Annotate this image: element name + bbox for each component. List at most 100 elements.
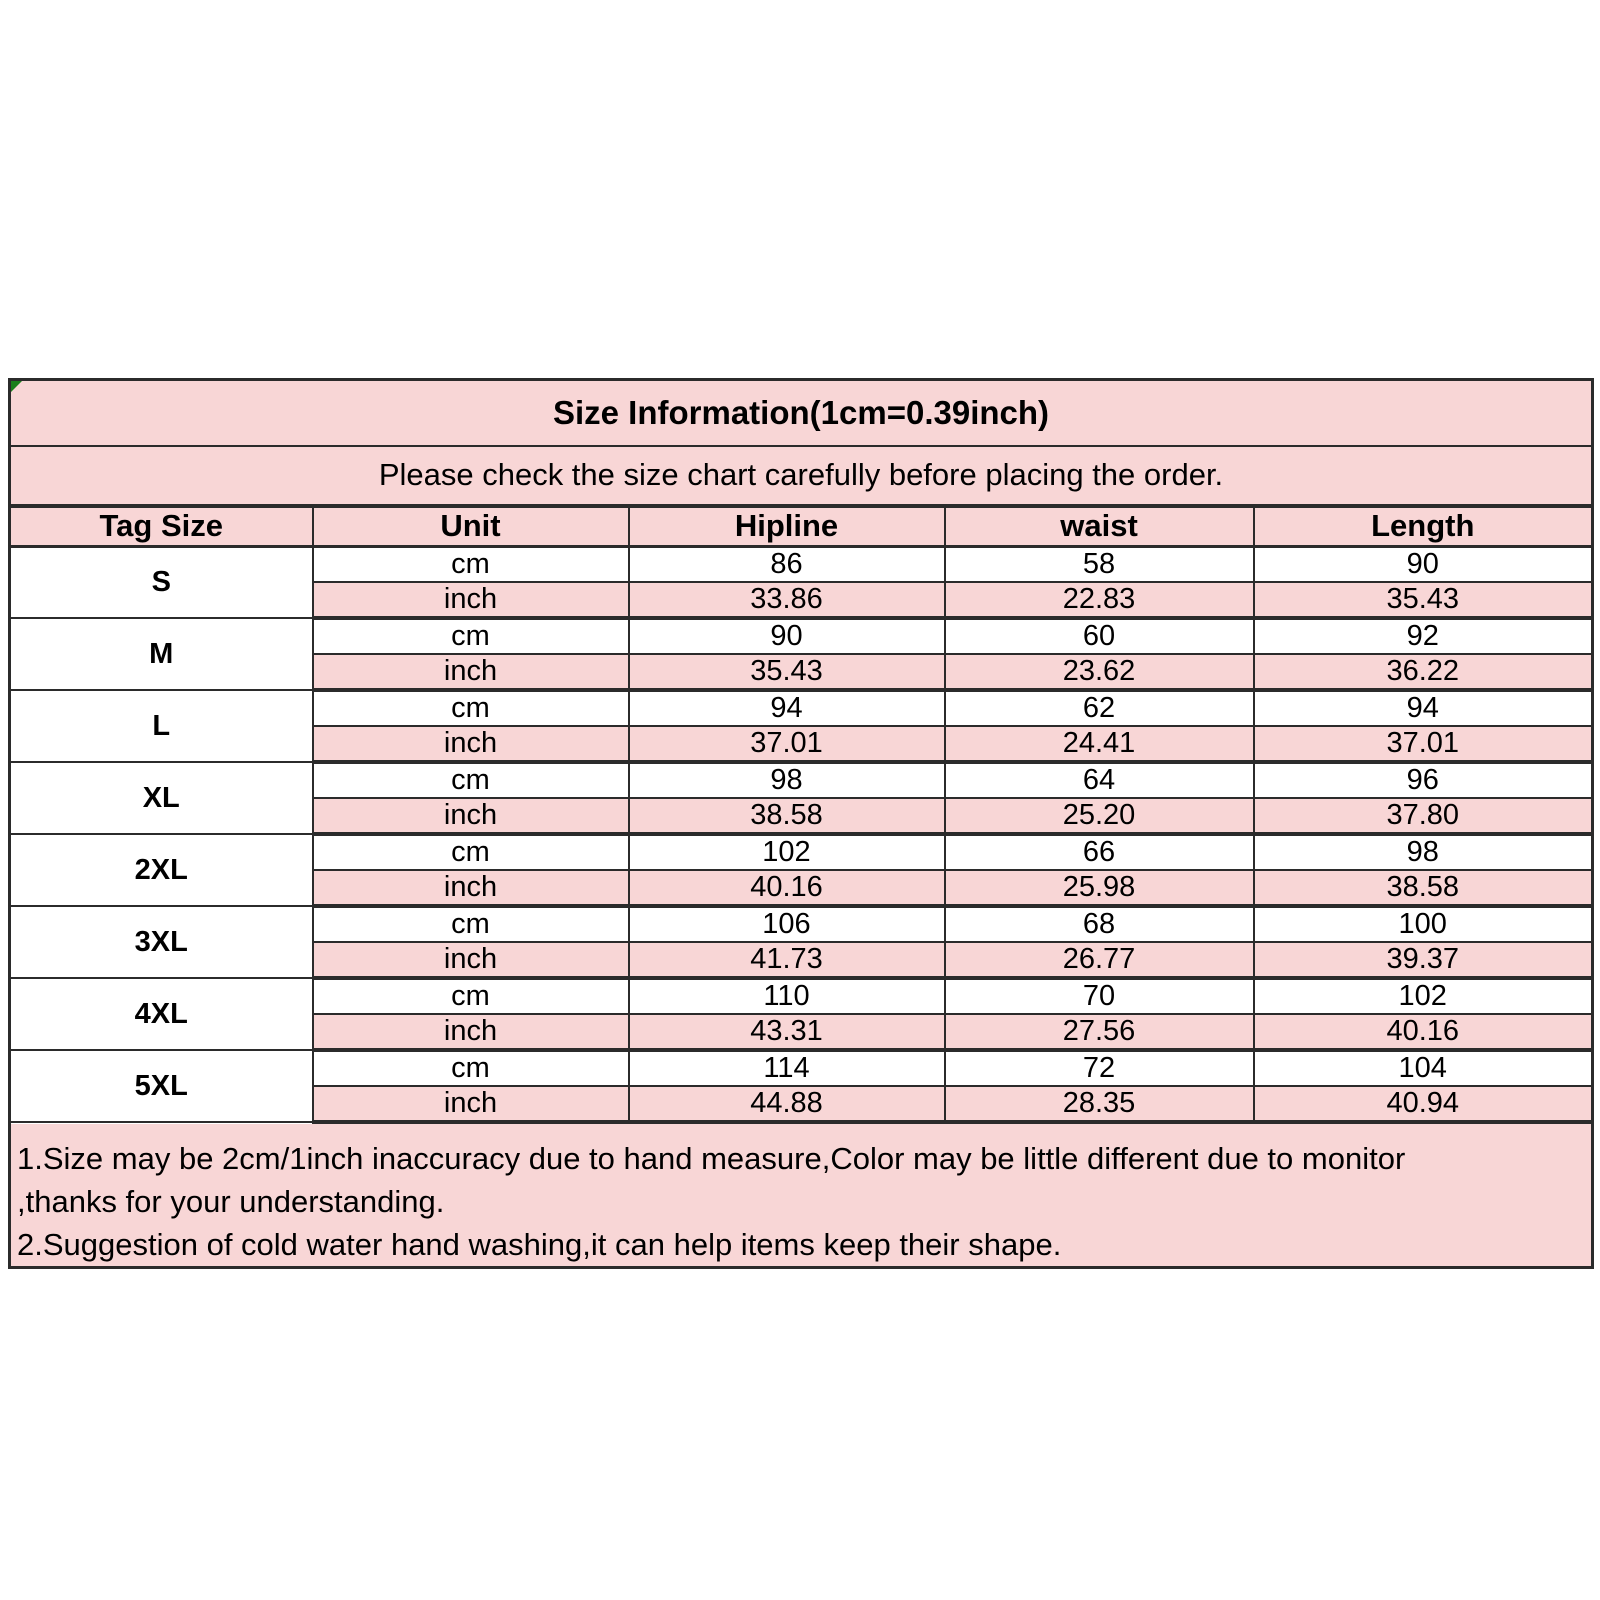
unit-cell: inch bbox=[311, 725, 630, 764]
unit-cell: inch bbox=[311, 581, 630, 620]
table-subtitle: Please check the size chart carefully be… bbox=[8, 444, 1594, 508]
table-row: 2XL cm 102 66 98 bbox=[8, 833, 1594, 907]
value-cell: 23.62 bbox=[943, 653, 1255, 692]
table-row: inch 35.43 23.62 36.22 bbox=[10, 653, 1594, 692]
value-cell: 60 bbox=[943, 617, 1255, 655]
unit-cell: cm bbox=[311, 1049, 630, 1087]
unit-cell: cm bbox=[311, 977, 630, 1015]
tag-size-cell: 4XL bbox=[8, 977, 314, 1051]
size-information-table: Size Information(1cm=0.39inch) Please ch… bbox=[8, 378, 1594, 1269]
table-row: inch 40.16 25.98 38.58 bbox=[10, 869, 1594, 908]
tag-size-cell: S bbox=[8, 545, 314, 619]
value-cell: 36.22 bbox=[1252, 653, 1594, 692]
unit-cell: cm bbox=[311, 545, 630, 583]
value-cell: 104 bbox=[1252, 1049, 1594, 1087]
notes-cell: 1.Size may be 2cm/1inch inaccuracy due t… bbox=[8, 1121, 1594, 1269]
notes-row: 1.Size may be 2cm/1inch inaccuracy due t… bbox=[8, 1121, 1594, 1269]
unit-cell: inch bbox=[311, 941, 630, 980]
value-cell: 68 bbox=[943, 905, 1255, 943]
value-cell: 92 bbox=[1252, 617, 1594, 655]
value-cell: 64 bbox=[943, 761, 1255, 799]
value-cell: 102 bbox=[1252, 977, 1594, 1015]
unit-cell: inch bbox=[311, 1085, 630, 1124]
value-cell: 100 bbox=[1252, 905, 1594, 943]
unit-cell: cm bbox=[311, 617, 630, 655]
value-cell: 38.58 bbox=[1252, 869, 1594, 908]
value-cell: 37.80 bbox=[1252, 797, 1594, 836]
tag-size-cell: XL bbox=[8, 761, 314, 835]
table-row: 3XL cm 106 68 100 bbox=[8, 905, 1594, 979]
table-row: inch 41.73 26.77 39.37 bbox=[10, 941, 1594, 980]
value-cell: 106 bbox=[627, 905, 946, 943]
tag-size-cell: 3XL bbox=[8, 905, 314, 979]
value-cell: 102 bbox=[627, 833, 946, 871]
note-line-3: 2.Suggestion of cold water hand washing,… bbox=[17, 1227, 1062, 1262]
unit-cell: inch bbox=[311, 1013, 630, 1052]
table-row: M cm 90 60 92 bbox=[8, 617, 1594, 691]
value-cell: 90 bbox=[627, 617, 946, 655]
value-cell: 37.01 bbox=[627, 725, 946, 764]
col-header-unit: Unit bbox=[311, 504, 630, 548]
value-cell: 37.01 bbox=[1252, 725, 1594, 764]
value-cell: 98 bbox=[627, 761, 946, 799]
value-cell: 25.20 bbox=[943, 797, 1255, 836]
table-row: inch 33.86 22.83 35.43 bbox=[10, 581, 1594, 620]
note-line-1: 1.Size may be 2cm/1inch inaccuracy due t… bbox=[17, 1141, 1406, 1176]
value-cell: 94 bbox=[627, 689, 946, 727]
value-cell: 25.98 bbox=[943, 869, 1255, 908]
table-row: 4XL cm 110 70 102 bbox=[8, 977, 1594, 1051]
value-cell: 110 bbox=[627, 977, 946, 1015]
value-cell: 41.73 bbox=[627, 941, 946, 980]
value-cell: 44.88 bbox=[627, 1085, 946, 1124]
table-row: inch 38.58 25.20 37.80 bbox=[10, 797, 1594, 836]
table-row: XL cm 98 64 96 bbox=[8, 761, 1594, 835]
value-cell: 40.16 bbox=[1252, 1013, 1594, 1052]
value-cell: 66 bbox=[943, 833, 1255, 871]
value-cell: 114 bbox=[627, 1049, 946, 1087]
tag-size-cell: L bbox=[8, 689, 314, 763]
value-cell: 43.31 bbox=[627, 1013, 946, 1052]
note-line-2: ,thanks for your understanding. bbox=[17, 1184, 445, 1219]
value-cell: 86 bbox=[627, 545, 946, 583]
value-cell: 35.43 bbox=[627, 653, 946, 692]
col-header-length: Length bbox=[1252, 504, 1594, 548]
table-row: 5XL cm 114 72 104 bbox=[8, 1049, 1594, 1123]
value-cell: 24.41 bbox=[943, 725, 1255, 764]
col-header-waist: waist bbox=[943, 504, 1255, 548]
tag-size-cell: 2XL bbox=[8, 833, 314, 907]
value-cell: 28.35 bbox=[943, 1085, 1255, 1124]
table-row: inch 43.31 27.56 40.16 bbox=[10, 1013, 1594, 1052]
value-cell: 72 bbox=[943, 1049, 1255, 1087]
table-row: inch 37.01 24.41 37.01 bbox=[10, 725, 1594, 764]
tag-size-cell: M bbox=[8, 617, 314, 691]
value-cell: 26.77 bbox=[943, 941, 1255, 980]
value-cell: 62 bbox=[943, 689, 1255, 727]
excel-error-triangle-icon bbox=[11, 381, 22, 392]
unit-cell: cm bbox=[311, 689, 630, 727]
table-title: Size Information(1cm=0.39inch) bbox=[8, 378, 1594, 447]
value-cell: 27.56 bbox=[943, 1013, 1255, 1052]
unit-cell: inch bbox=[311, 869, 630, 908]
unit-cell: cm bbox=[311, 905, 630, 943]
col-header-hipline: Hipline bbox=[627, 504, 946, 548]
unit-cell: cm bbox=[311, 761, 630, 799]
table-row: inch 44.88 28.35 40.94 bbox=[10, 1085, 1594, 1124]
value-cell: 22.83 bbox=[943, 581, 1255, 620]
value-cell: 94 bbox=[1252, 689, 1594, 727]
value-cell: 70 bbox=[943, 977, 1255, 1015]
tag-size-cell: 5XL bbox=[8, 1049, 314, 1123]
value-cell: 38.58 bbox=[627, 797, 946, 836]
col-header-tag-size: Tag Size bbox=[8, 504, 314, 548]
column-header-row: Tag Size Unit Hipline waist Length bbox=[8, 504, 1594, 548]
value-cell: 33.86 bbox=[627, 581, 946, 620]
value-cell: 40.94 bbox=[1252, 1085, 1594, 1124]
unit-cell: cm bbox=[311, 833, 630, 871]
value-cell: 58 bbox=[943, 545, 1255, 583]
value-cell: 90 bbox=[1252, 545, 1594, 583]
unit-cell: inch bbox=[311, 797, 630, 836]
subtitle-row: Please check the size chart carefully be… bbox=[8, 444, 1594, 508]
value-cell: 40.16 bbox=[627, 869, 946, 908]
value-cell: 39.37 bbox=[1252, 941, 1594, 980]
title-row: Size Information(1cm=0.39inch) bbox=[8, 378, 1594, 447]
size-chart-table: Size Information(1cm=0.39inch) Please ch… bbox=[8, 378, 1594, 1269]
